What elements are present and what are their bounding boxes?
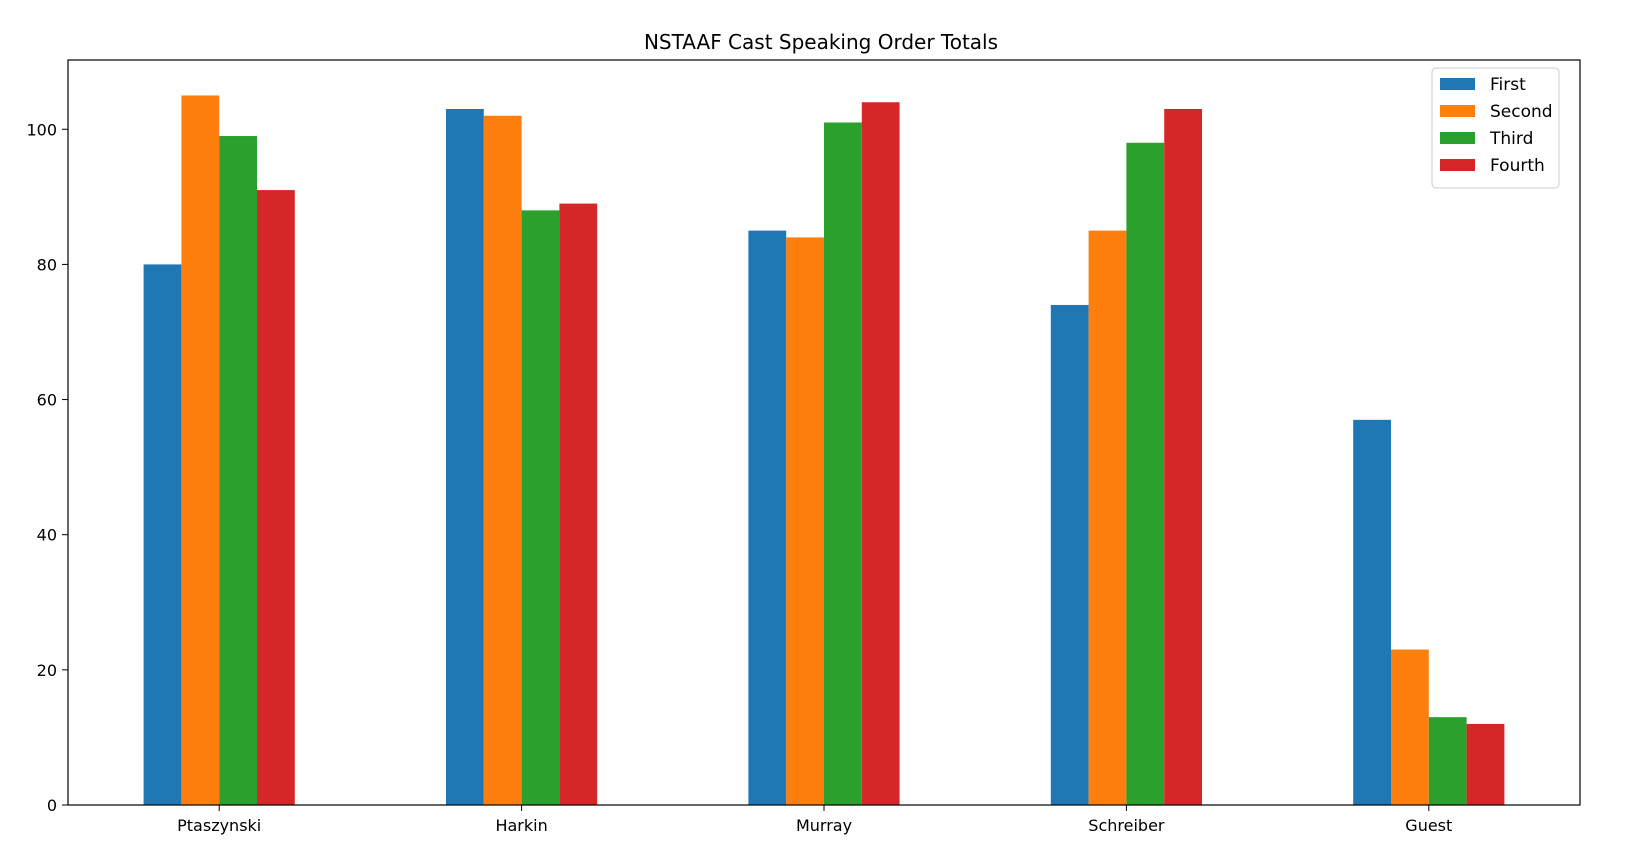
bar-fourth-schreiber (1164, 108, 1202, 806)
bar-third-harkin (521, 210, 560, 806)
legend-label-second: Second (1490, 102, 1553, 122)
bar-first-murray (748, 230, 787, 805)
bar-first-ptaszynski (143, 264, 182, 806)
x-tick-label: Guest (1405, 816, 1452, 835)
y-tick-label: 100 (26, 120, 57, 139)
legend-swatch-second (1440, 105, 1475, 117)
legend-box (1431, 67, 1560, 189)
x-tick-label: Harkin (495, 816, 547, 835)
bar-first-schreiber (1050, 304, 1089, 805)
bar-third-ptaszynski (219, 136, 257, 806)
y-tick-label: 80 (37, 255, 57, 274)
x-tick-label: Ptaszynski (177, 816, 261, 835)
legend: First Second Third Fourth (1431, 67, 1560, 189)
bar-first-guest (1353, 419, 1391, 805)
bar-third-guest (1428, 717, 1467, 805)
bar-third-murray (824, 122, 862, 805)
bar-second-murray (786, 237, 824, 805)
x-tick-label: Schreiber (1088, 816, 1165, 835)
bar-fourth-ptaszynski (257, 190, 295, 806)
legend-label-first: First (1490, 75, 1526, 95)
axes-layer: 0 20 40 60 80 100 Ptaszynski Harkin Murray Schrei… (26, 59, 1581, 835)
bar-second-ptaszynski (181, 95, 220, 805)
chart-title: NSTAAF Cast Speaking Order Totals (644, 30, 998, 54)
y-tick-label: 0 (47, 796, 57, 815)
bar-second-schreiber (1088, 230, 1127, 805)
bar-fourth-murray (861, 102, 900, 805)
y-tick-label: 60 (37, 391, 57, 410)
bars-layer (143, 95, 1505, 806)
bar-third-schreiber (1126, 142, 1165, 805)
bar-second-harkin (483, 115, 522, 806)
bar-second-guest (1391, 649, 1429, 805)
x-tick-label: Murray (796, 816, 852, 835)
legend-swatch-fourth (1440, 159, 1475, 171)
bar-fourth-harkin (559, 203, 598, 805)
legend-label-fourth: Fourth (1490, 156, 1545, 176)
bar-first-harkin (446, 108, 484, 806)
legend-label-third: Third (1489, 129, 1533, 149)
legend-swatch-third (1440, 132, 1475, 144)
y-tick-label: 40 (37, 526, 57, 545)
legend-swatch-first (1440, 78, 1475, 90)
y-tick-label: 20 (37, 661, 57, 680)
bar-fourth-guest (1466, 723, 1505, 805)
